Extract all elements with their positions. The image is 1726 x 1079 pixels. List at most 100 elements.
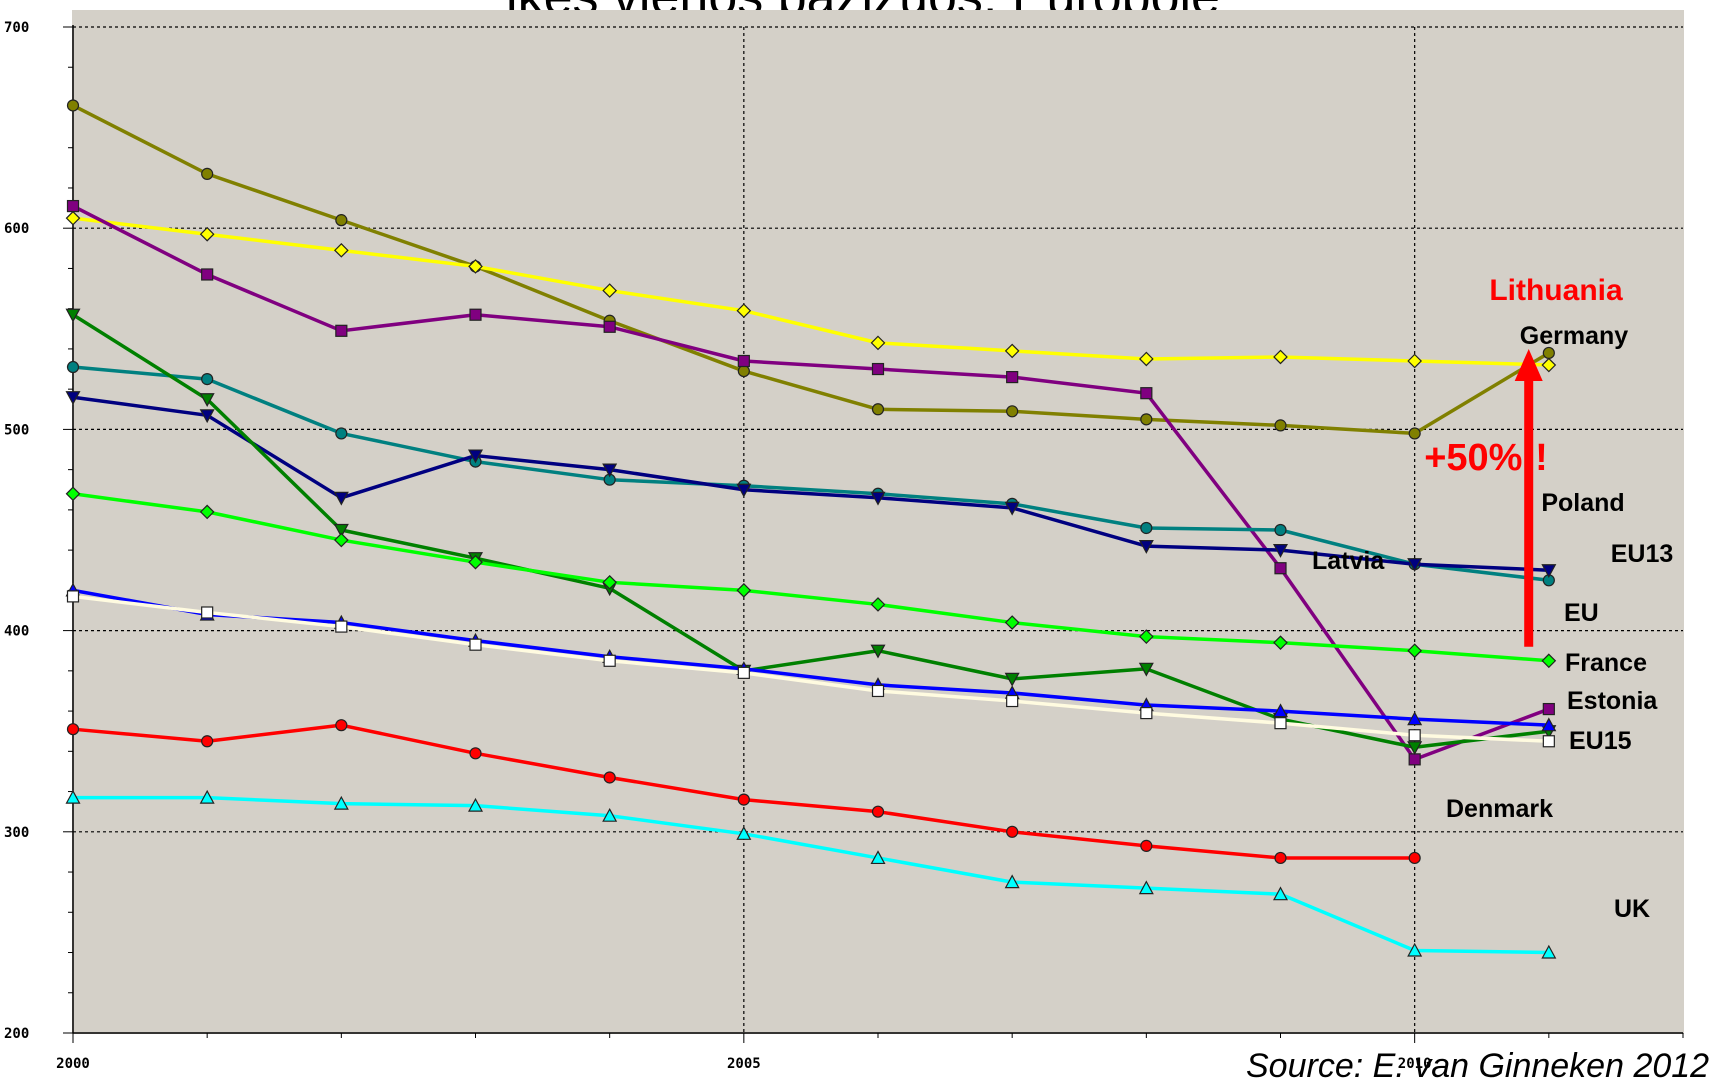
- point-france-2005: [737, 666, 750, 679]
- point-latvia-2004: [603, 320, 616, 333]
- point-uk-2007: [1004, 874, 1020, 889]
- point-uk-2011: [1541, 944, 1557, 959]
- series-eu: [65, 486, 1557, 669]
- point-eu13-2003: [467, 449, 484, 464]
- point-uk-2005: [736, 826, 752, 840]
- series-france: [66, 590, 1555, 748]
- point-denmark-2001: [201, 735, 214, 748]
- label-latvia: Latvia: [1312, 547, 1385, 575]
- label-eu: EU: [1564, 599, 1599, 627]
- point-eu-2010: [1407, 643, 1423, 659]
- series-lithuania: [66, 99, 1555, 440]
- point-eu13-2009: [1272, 544, 1289, 558]
- point-eu-2002: [333, 532, 349, 548]
- point-france-2010: [1408, 729, 1421, 742]
- point-latvia-2011: [1542, 702, 1555, 716]
- point-eu13-2000: [65, 391, 81, 405]
- point-eu-2009: [1273, 635, 1288, 651]
- point-eu-2011: [1541, 653, 1557, 669]
- point-uk-2006: [870, 850, 886, 865]
- point-latvia-2009: [1274, 562, 1287, 575]
- point-germany-2004: [602, 283, 618, 298]
- point-latvia-2010: [1408, 753, 1421, 766]
- arrow-head: [1514, 348, 1543, 381]
- plot-area: [72, 10, 1684, 1034]
- point-latvia-2000: [66, 199, 80, 213]
- series-labels: Lithuania Germany +50%!! Poland EU13 Latvia EU…: [1312, 274, 1673, 923]
- point-denmark-2007: [1006, 825, 1019, 838]
- point-germany-2009: [1273, 349, 1288, 365]
- point-france-2001: [201, 606, 214, 619]
- grid: [73, 26, 1683, 1033]
- point-estonia-2001: [199, 393, 215, 407]
- series-line-lithuania: [72, 103, 1550, 436]
- point-eu13-2010: [1407, 558, 1423, 572]
- point-lithuania-2002: [335, 214, 348, 227]
- source-note: Source: E. van Ginneken 2012: [1246, 1047, 1709, 1079]
- series-line-germany: [72, 216, 1549, 367]
- point-france-2006: [871, 684, 885, 698]
- point-eu-2001: [199, 504, 215, 520]
- series-latvia: [66, 199, 1555, 766]
- series-line-eu: [72, 492, 1549, 663]
- point-denmark-2004: [603, 771, 616, 784]
- series-line-france: [72, 594, 1549, 744]
- point-lithuania-2009: [1274, 419, 1287, 432]
- point-germany-2007: [1004, 343, 1020, 359]
- label-lithuania: Lithuania: [1489, 274, 1623, 307]
- point-france-2002: [335, 620, 348, 633]
- series-line-latvia: [72, 204, 1550, 762]
- point-eu15-2011: [1541, 717, 1557, 732]
- point-poland-2009: [1274, 523, 1287, 537]
- point-denmark-2005: [737, 793, 750, 806]
- point-lithuania-2001: [201, 167, 214, 180]
- point-latvia-2006: [871, 362, 885, 376]
- label-uk: UK: [1614, 895, 1650, 923]
- series-line-eu15: [72, 588, 1549, 727]
- point-uk-2003: [467, 797, 484, 812]
- point-lithuania-2007: [1006, 405, 1019, 418]
- point-lithuania-2005: [737, 364, 750, 378]
- point-poland-2001: [201, 373, 214, 386]
- y-tick-label-700: 700: [4, 20, 29, 36]
- point-estonia-2008: [1138, 662, 1154, 677]
- label-poland: Poland: [1541, 489, 1624, 517]
- series-line-poland: [72, 365, 1550, 583]
- label-estonia: Estonia: [1567, 687, 1658, 715]
- point-poland-2008: [1140, 521, 1153, 535]
- point-germany-2000: [65, 210, 81, 226]
- label-plus50: +50%!!: [1424, 437, 1548, 479]
- point-estonia-2002: [333, 523, 349, 538]
- series-line-eu13: [72, 395, 1549, 572]
- point-france-2008: [1140, 706, 1153, 720]
- point-denmark-2006: [871, 805, 885, 818]
- point-germany-2005: [736, 303, 752, 319]
- point-denmark-2003: [469, 747, 482, 760]
- point-estonia-2006: [870, 644, 886, 659]
- point-eu13-2005: [736, 483, 752, 498]
- y-tick-label-600: 600: [4, 221, 29, 237]
- point-denmark-2002: [335, 719, 348, 732]
- point-lithuania-2006: [871, 403, 885, 416]
- point-poland-2002: [335, 427, 348, 440]
- point-germany-2010: [1407, 353, 1423, 369]
- point-estonia-2010: [1407, 741, 1423, 756]
- point-uk-2002: [333, 795, 349, 810]
- point-denmark-2010: [1408, 851, 1421, 865]
- point-germany-2008: [1138, 351, 1154, 367]
- point-lithuania-2000: [66, 99, 80, 112]
- point-eu-2005: [736, 583, 752, 598]
- y-tick-label-200: 200: [4, 1026, 29, 1042]
- point-germany-2006: [870, 335, 886, 351]
- point-eu-2008: [1138, 629, 1154, 644]
- point-eu-2007: [1004, 615, 1020, 630]
- series-eu13: [65, 391, 1557, 578]
- axes: 200 300 400 500 600 700 2000 2005 2010: [4, 20, 1684, 1072]
- point-france-2007: [1006, 694, 1019, 708]
- point-eu-2003: [468, 554, 483, 570]
- point-latvia-2008: [1140, 387, 1153, 400]
- point-eu-2004: [602, 574, 618, 590]
- point-france-2003: [469, 638, 482, 651]
